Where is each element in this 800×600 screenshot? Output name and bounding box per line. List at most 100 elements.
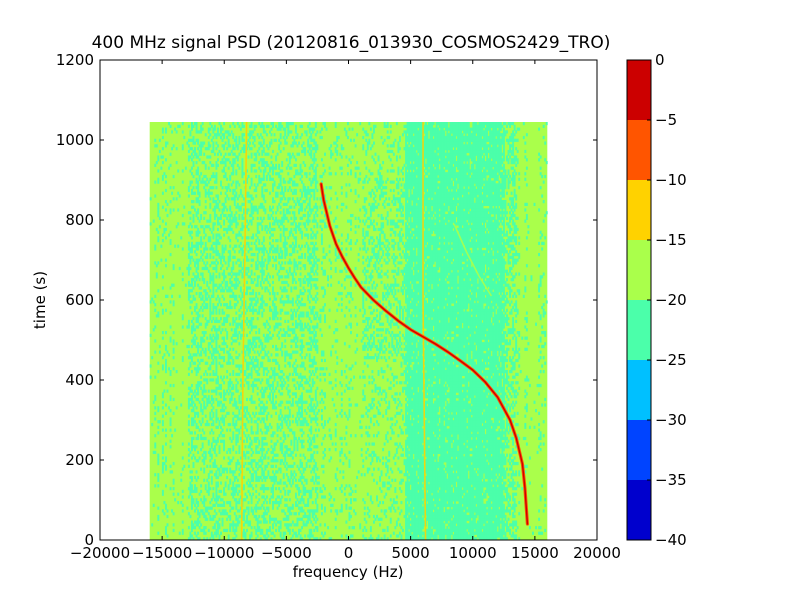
heatmap-cell [197, 311, 200, 315]
heatmap-cell [227, 422, 230, 427]
heatmap-cell [250, 328, 253, 332]
heatmap-cell [161, 364, 164, 368]
heatmap-cell [304, 467, 307, 471]
heatmap-cell [291, 414, 294, 418]
heatmap-cell [232, 347, 235, 351]
heatmap-cell [252, 356, 255, 360]
heatmap-cell [223, 336, 226, 340]
heatmap-cell [226, 528, 229, 533]
heatmap-cell [270, 208, 273, 212]
heatmap-cell [200, 509, 203, 513]
heatmap-cell [235, 325, 238, 329]
heatmap-cell [262, 489, 265, 494]
heatmap-cell [209, 487, 212, 491]
heatmap-cell [279, 520, 282, 524]
heatmap-cell [268, 174, 271, 179]
heatmap-cell [272, 475, 274, 480]
heatmap-cell [226, 500, 229, 505]
heatmap-cell [190, 500, 193, 505]
heatmap-cell [203, 289, 206, 293]
heatmap-cell [247, 138, 250, 142]
heatmap-cell [233, 294, 236, 298]
heatmap-cell [229, 372, 232, 376]
heatmap-cell [215, 470, 218, 474]
heatmap-cell [190, 475, 193, 480]
heatmap-cell [316, 322, 319, 326]
heatmap-cell [216, 439, 219, 443]
heatmap-cell [235, 350, 238, 354]
heatmap-cell [276, 333, 279, 337]
heatmap-cell [215, 283, 218, 287]
heatmap-cell [223, 122, 226, 126]
heatmap-cell [313, 512, 316, 516]
heatmap-cell [308, 127, 311, 131]
heatmap-cell [282, 517, 285, 521]
heatmap-cell [256, 264, 259, 268]
heatmap-cell [223, 289, 226, 293]
heatmap-cell [262, 417, 265, 421]
heatmap-cell [285, 473, 288, 477]
heatmap-cell [261, 439, 264, 443]
heatmap-cell [252, 473, 255, 477]
heatmap-cell [311, 409, 314, 413]
heatmap-cell [212, 370, 215, 374]
heatmap-cell [169, 445, 172, 449]
heatmap-cell [322, 305, 325, 310]
heatmap-cell [169, 370, 172, 374]
heatmap-cell [256, 528, 259, 533]
heatmap-cell [226, 470, 229, 474]
heatmap-cell [223, 278, 226, 282]
heatmap-cell [166, 509, 169, 513]
heatmap-cell [294, 300, 297, 304]
heatmap-cell [209, 311, 212, 315]
heatmap-cell [229, 208, 232, 212]
heatmap-cell [325, 225, 328, 229]
heatmap-cell [247, 200, 250, 204]
heatmap-cell [209, 308, 212, 312]
heatmap-cell [161, 509, 164, 513]
heatmap-cell [294, 272, 297, 276]
heatmap-cell [284, 531, 287, 535]
heatmap-cell [262, 138, 265, 142]
heatmap-cell [236, 389, 239, 393]
heatmap-cell [238, 461, 241, 466]
heatmap-cell [278, 124, 281, 128]
heatmap-cell [293, 434, 296, 438]
heatmap-cell [308, 172, 311, 176]
heatmap-cell [230, 197, 233, 201]
heatmap-cell [308, 331, 311, 335]
heatmap-cell [264, 161, 267, 165]
heatmap-cell [171, 130, 174, 134]
heatmap-cell [209, 289, 212, 293]
heatmap-cell [164, 428, 167, 432]
heatmap-cell [319, 400, 322, 404]
heatmap-cell [311, 166, 314, 170]
heatmap-cell [216, 400, 219, 404]
heatmap-cell [268, 225, 271, 229]
heatmap-cell [287, 197, 290, 201]
heatmap-cell [201, 336, 204, 340]
heatmap-cell [279, 526, 282, 530]
heatmap-cell [322, 219, 325, 223]
heatmap-cell [311, 188, 314, 193]
heatmap-cell [210, 417, 213, 421]
heatmap-cell [279, 392, 282, 396]
heatmap-cell [252, 291, 255, 296]
heatmap-cell [278, 528, 281, 533]
heatmap-cell [236, 356, 239, 360]
heatmap-cell [258, 161, 261, 165]
heatmap-cell [273, 138, 276, 142]
heatmap-cell [307, 138, 310, 142]
heatmap-cell [313, 169, 316, 173]
heatmap-cell [290, 188, 293, 193]
heatmap-cell [261, 161, 264, 165]
heatmap-cell [169, 395, 172, 399]
heatmap-cell [198, 492, 201, 496]
heatmap-cell [238, 294, 241, 298]
heatmap-cell [270, 141, 273, 145]
heatmap-cell [212, 389, 215, 393]
heatmap-cell [241, 291, 244, 296]
heatmap-cell [276, 194, 279, 198]
heatmap-cell [301, 422, 304, 427]
heatmap-cell [307, 489, 310, 494]
